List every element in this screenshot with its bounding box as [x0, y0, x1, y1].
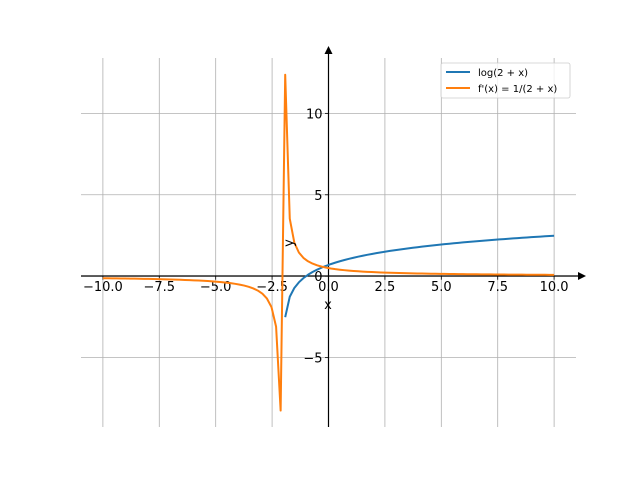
x-tick-label: 7.5 [487, 280, 508, 295]
legend-label-derivative: f'(x) = 1/(2 + x) [478, 84, 557, 95]
legend: log(2 + x) f'(x) = 1/(2 + x) [440, 62, 571, 99]
y-tick-label: 5 [314, 189, 322, 204]
x-tick-label: −5.0 [200, 280, 232, 295]
x-tick-label: 2.5 [375, 280, 396, 295]
x-axis-label: x [324, 298, 332, 313]
derivative-series-line [102, 73, 555, 412]
legend-label-log: log(2 + x) [478, 68, 528, 79]
y-axis-label: y [282, 239, 297, 247]
legend-box [440, 62, 571, 99]
y-tick-label: 10 [306, 107, 323, 122]
x-tick-label: −2.5 [256, 280, 288, 295]
x-tick-label: 5.0 [431, 280, 452, 295]
x-tick-label: 10.0 [540, 280, 569, 295]
y-axis-arrow-icon [324, 46, 333, 54]
x-tick-label: −7.5 [143, 280, 175, 295]
x-tick-label: 0.0 [318, 280, 339, 295]
x-tick-label: −10.0 [83, 280, 123, 295]
y-tick-label: 0 [314, 270, 322, 285]
axes [81, 46, 586, 427]
log-series-line [284, 234, 555, 318]
x-axis-arrow-icon [578, 272, 586, 280]
y-tick-label: −5 [303, 352, 322, 367]
